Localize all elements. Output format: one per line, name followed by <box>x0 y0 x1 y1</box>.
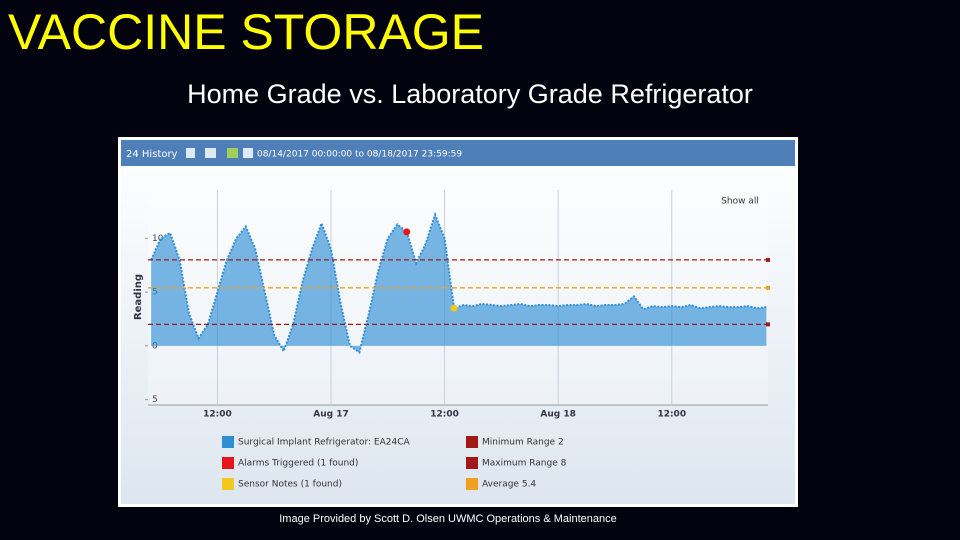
caption: Image Provided by Scott D. Olsen UWMC Op… <box>279 513 616 525</box>
line <box>150 211 767 354</box>
legend-label[interactable]: Alarms Triggered (1 found) <box>238 459 358 469</box>
legend-swatch <box>466 478 478 490</box>
show-all[interactable]: Show all <box>721 197 759 207</box>
slide-title: VACCINE STORAGE <box>8 4 484 60</box>
legend-label[interactable]: Minimum Range 2 <box>482 438 564 448</box>
area <box>151 214 767 353</box>
y-tick-label: 5 <box>152 395 158 405</box>
range-end <box>766 285 770 290</box>
legend-label[interactable]: Surgical Implant Refrigerator: EA24CA <box>238 438 411 448</box>
legend-swatch <box>222 436 234 448</box>
header-title[interactable]: 24 History <box>126 149 178 160</box>
range-end <box>766 257 770 262</box>
notes-point <box>450 304 458 312</box>
legend-swatch <box>222 478 234 490</box>
icon[interactable] <box>205 148 216 158</box>
x-tick-label: Aug 18 <box>540 410 575 420</box>
legend-swatch <box>222 457 234 469</box>
legend-swatch <box>466 436 478 448</box>
icon[interactable] <box>186 148 195 158</box>
icon[interactable] <box>243 148 253 158</box>
x-tick-label: 12:00 <box>203 410 232 420</box>
icon[interactable] <box>227 148 238 158</box>
x-tick-label: 12:00 <box>430 410 459 420</box>
date-range[interactable]: 08/14/2017 00:00:00 to 08/18/2017 23:59:… <box>257 150 462 160</box>
y-axis-label: Reading <box>133 274 144 320</box>
y-tick-label: 10 <box>152 234 164 244</box>
slide-subtitle: Home Grade vs. Laboratory Grade Refriger… <box>187 79 753 109</box>
alarms-point <box>403 228 411 236</box>
legend-label[interactable]: Maximum Range 8 <box>482 459 567 469</box>
legend-label[interactable]: Average 5.4 <box>482 480 536 490</box>
x-tick-label: Aug 17 <box>313 410 348 420</box>
y-tick-label: 0 <box>152 341 158 351</box>
x-tick-label: 12:00 <box>657 410 686 420</box>
range-end <box>766 322 770 327</box>
legend-label[interactable]: Sensor Notes (1 found) <box>238 480 342 490</box>
legend-swatch <box>466 457 478 469</box>
